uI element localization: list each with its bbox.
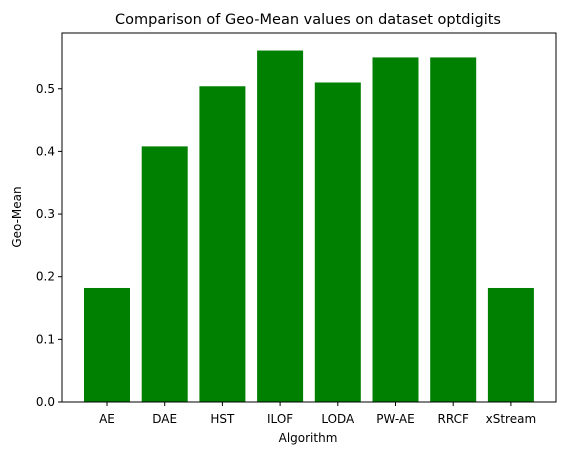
chart-title: Comparison of Geo-Mean values on dataset…	[115, 12, 501, 28]
plot-frame	[61, 32, 557, 403]
y-tick-label: 0.1	[36, 332, 55, 346]
bar-dae	[141, 146, 188, 402]
x-tick-label: LODA	[321, 412, 355, 426]
x-tick-label: xStream	[486, 412, 537, 426]
x-tick-label: HST	[210, 412, 235, 426]
x-tick-label: AE	[99, 412, 115, 426]
bar-pw-ae	[372, 57, 419, 403]
y-axis-label: Geo-Mean	[10, 186, 24, 247]
y-tick-label: 0.2	[36, 270, 55, 284]
x-axis-label: Algorithm	[279, 431, 338, 445]
bar-rrcf	[430, 57, 477, 403]
x-tick-label: DAE	[152, 412, 177, 426]
y-tick-label: 0.3	[36, 207, 55, 221]
bar-ae	[84, 287, 130, 402]
y-tick-label: 0.0	[36, 395, 55, 409]
y-tick-label: 0.4	[36, 144, 55, 158]
bar-xstream	[487, 287, 534, 402]
bar-hst	[199, 86, 246, 402]
y-axis: 0.0 0.1 0.2 0.3 0.4 0.5	[36, 82, 62, 409]
bar-loda	[314, 82, 361, 403]
x-tick-label: RRCF	[438, 412, 469, 426]
bars-group	[84, 50, 534, 403]
x-tick-label: ILOF	[267, 412, 293, 426]
bar-ilof	[257, 50, 304, 402]
y-tick-label: 0.5	[36, 82, 55, 96]
x-axis: AE DAE HST ILOF LODA PW-AE RRCF xStream	[99, 402, 536, 426]
x-tick-label: PW-AE	[376, 412, 414, 426]
